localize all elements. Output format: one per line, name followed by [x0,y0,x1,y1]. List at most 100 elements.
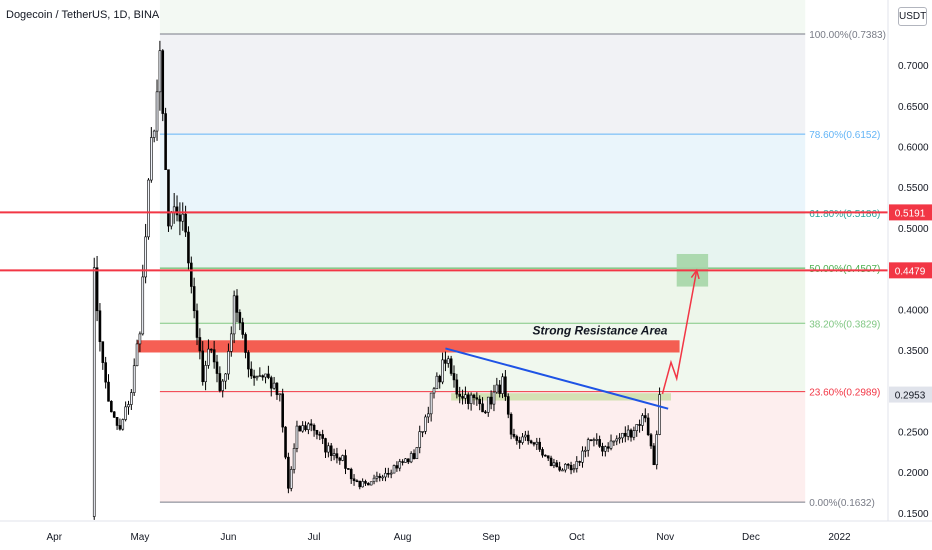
candle-body [641,415,644,426]
candle-body [504,376,507,397]
candle-body [92,267,96,517]
candle-body [609,440,613,449]
candle-body [150,137,153,181]
candle-body [518,440,521,443]
candle-body [332,453,336,456]
fib-level-label: 78.60%(0.6152) [809,130,880,141]
candle-body [347,468,350,470]
candle-body [564,463,567,471]
candle-body [335,453,339,459]
candle-body [524,434,527,438]
candle-body [621,432,624,439]
candle-body [538,441,541,450]
candle-body [275,382,279,395]
candle-body [581,450,584,463]
candle-body [324,438,327,453]
fib-level-label: 61.80%(0.5186) [809,209,880,220]
currency-unit-button[interactable]: USDT [898,7,927,26]
candle-body [244,334,247,353]
axes-layer: 0.15000.20000.25000.30000.35000.40000.45… [46,61,929,543]
candle-body [575,461,579,469]
candle-body [232,295,236,335]
fib-level-label: 100.00%(0.7383) [809,30,886,41]
candle-body [315,429,319,435]
candle-body [632,430,636,438]
candle-body [147,179,150,238]
candle-body [329,445,333,456]
candle-body [501,376,504,394]
fib-band-fill [159,33,806,135]
candle-body [484,411,487,414]
candle-body [164,113,167,170]
candle-body [204,365,207,383]
candle-body [455,379,459,395]
horizontal-level-tag [889,204,932,221]
candle-body [98,310,102,342]
candle-body [549,457,553,467]
candle-body [646,417,650,435]
candle-body [212,349,216,363]
candle-body [327,445,330,453]
candle-body [578,461,581,463]
candle-body [175,206,179,216]
candle-body [115,417,119,426]
candle-body [506,396,510,415]
candle-body [201,350,205,383]
x-tick-label: 2022 [828,532,851,543]
candle-body [466,394,470,404]
fib-level-label: 38.20%(0.3829) [809,319,880,330]
candle-body [158,50,162,93]
candle-body [624,432,627,437]
fib-level-label: 23.60%(0.2989) [809,388,880,399]
candle-body [652,445,656,466]
candle-body [398,461,402,469]
candle-body [552,462,556,467]
candle-body [104,362,107,383]
candle-body [209,348,213,351]
fibonacci-background [159,0,806,503]
candle-body [178,214,182,222]
candle-body [606,446,610,449]
candle-body [121,419,125,430]
x-tick-label: Sep [482,532,500,543]
fib-level-label: 0.00%(0.1632) [809,498,875,509]
candle-body [264,373,267,378]
horizontal-level-tag [889,262,932,279]
candle-body [643,415,647,419]
support-zone [451,393,671,401]
y-tick-label: 0.7000 [898,61,929,72]
trendline [445,347,669,410]
candle-body [604,446,607,452]
candle-body [272,382,276,389]
candle-body [198,337,202,352]
candle-body [221,380,225,391]
candle-body [295,425,299,449]
candle-body [658,394,661,435]
candle-body [584,449,587,452]
fib-band-fill [159,134,806,213]
resistance-zone-label: Strong Resistance Area [533,323,668,337]
candle-body [486,396,490,413]
candle-body [144,236,147,278]
candle-body [152,130,156,138]
candle-body [247,352,250,370]
candle-body [281,393,284,428]
candle-body [509,413,513,435]
candle-body [187,231,190,264]
projection-path [661,270,698,395]
candle-body [535,441,539,445]
candle-body [526,434,530,442]
candle-body [615,438,619,442]
horizontal-level-label: 0.4479 [895,266,926,277]
candle-body [435,375,439,390]
candle-body [566,463,570,466]
candle-body [170,212,173,227]
y-tick-label: 0.6500 [898,102,929,113]
candle-body [304,425,307,430]
candle-body [449,358,453,374]
candle-body [261,375,264,378]
candle-body [555,462,559,468]
candle-body [278,393,282,396]
candle-body [544,454,547,457]
